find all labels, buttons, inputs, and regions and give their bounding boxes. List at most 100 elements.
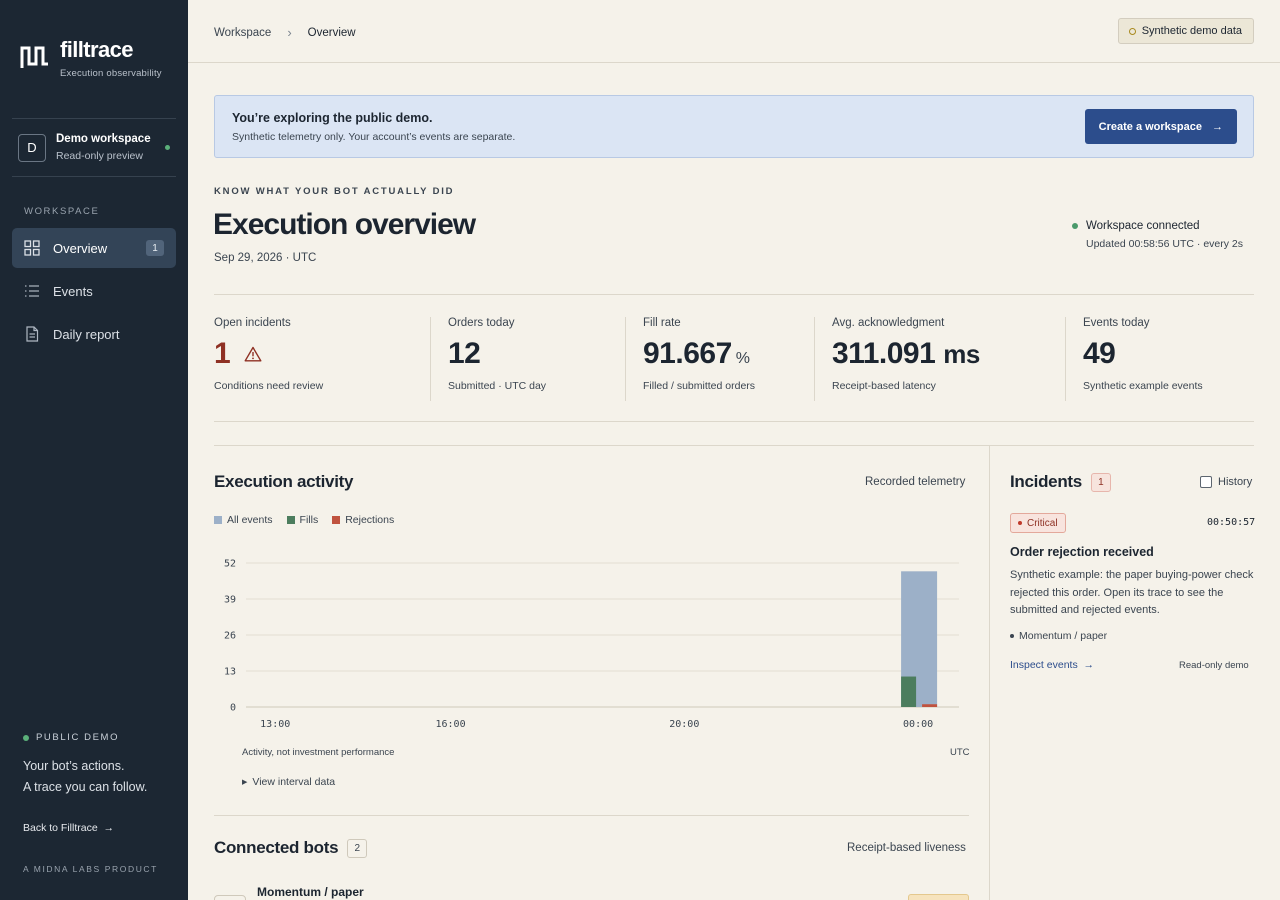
banner-text: Synthetic telemetry only. Your account’s…: [232, 131, 516, 143]
kpi-value: 91.667: [643, 337, 732, 370]
activity-chart[interactable]: 0 13 26 39 52 13:00 16:00 20:00 00:00: [214, 550, 974, 740]
view-interval-data-toggle[interactable]: ▶ View interval data: [242, 776, 335, 788]
interval-toggle-label: View interval data: [252, 776, 336, 788]
back-to-filltrace-link[interactable]: Back to Filltrace →: [23, 822, 114, 834]
kpi-caption: Synthetic example events: [1083, 380, 1203, 392]
create-workspace-label: Create a workspace: [1098, 120, 1202, 133]
x-tick-label: 16:00: [435, 719, 465, 730]
legend-swatch: [286, 516, 295, 524]
kpi-label: Orders today: [448, 317, 515, 329]
incidents-label: Incidents: [1010, 472, 1082, 491]
workspace-switcher[interactable]: D Demo workspace Read-only preview: [12, 118, 176, 177]
document-icon: [26, 326, 39, 342]
kpi-value: 311.091: [832, 337, 936, 370]
kpi-value: 1: [214, 337, 231, 370]
disclosure-triangle-icon: ▶: [242, 779, 248, 786]
bots-count-badge: 2: [347, 838, 368, 858]
sidebar-item-label: Events: [53, 283, 93, 299]
kpi-strip: Open incidents 1 Conditions need review …: [214, 294, 1254, 422]
incident-time: 00:50:57: [1207, 517, 1256, 528]
sidebar: filltrace Execution observability D Demo…: [0, 0, 188, 900]
workspace-avatar: D: [18, 133, 46, 162]
activity-title: Execution activity: [214, 472, 354, 491]
sidebar-item-badge: 1: [146, 240, 164, 256]
last-updated: Updated 00:58:56 UTC · every 2s: [1086, 238, 1243, 250]
x-tick-label: 20:00: [669, 719, 699, 730]
kpi-unit: %: [735, 350, 750, 367]
kpi-open-incidents[interactable]: Open incidents 1 Conditions need review: [214, 317, 323, 401]
public-demo-text: PUBLIC DEMO: [36, 732, 120, 743]
legend-label: Fills: [299, 514, 319, 526]
column-divider: [989, 445, 990, 900]
kpi-caption: Conditions need review: [214, 380, 324, 392]
back-link-label: Back to Filltrace: [23, 822, 98, 834]
read-only-note: Read-only demo: [1179, 660, 1249, 671]
product-credit: A MIDNA LABS PRODUCT: [23, 864, 158, 874]
kpi-value: 49: [1083, 337, 1116, 370]
severity-badge: Critical: [1010, 513, 1066, 533]
bullet-icon: [1010, 634, 1014, 638]
chart-legend: All events Fills Rejections: [214, 514, 408, 526]
kpi-divider: [430, 317, 431, 401]
legend-swatch: [332, 516, 341, 524]
chart-footnote: Activity, not investment performance: [242, 747, 395, 758]
breadcrumb-workspace[interactable]: Workspace: [214, 26, 272, 39]
brand-name: filltrace: [60, 37, 133, 62]
kpi-divider: [814, 317, 815, 401]
page-title: Execution overview: [213, 208, 476, 241]
bots-liveness-note: Receipt-based liveness: [847, 842, 966, 854]
history-checkbox[interactable]: History: [1200, 476, 1252, 488]
sidebar-item-overview[interactable]: Overview 1: [12, 228, 176, 268]
y-tick-label: 0: [230, 703, 236, 714]
incidents-title: Incidents 1: [1010, 472, 1111, 492]
bot-name[interactable]: Momentum / paper: [257, 885, 364, 899]
kpi-divider: [1065, 317, 1066, 401]
kpi-label: Events today: [1083, 317, 1150, 329]
warning-icon: [244, 346, 262, 362]
breadcrumb: Workspace › Overview: [214, 25, 356, 40]
sidebar-item-events[interactable]: Events: [12, 271, 176, 311]
kpi-divider: [625, 317, 626, 401]
legend-label: Rejections: [345, 514, 395, 526]
connected-bots-label: Connected bots: [214, 838, 339, 857]
breadcrumb-current: Overview: [307, 26, 356, 39]
incidents-count-badge: 1: [1090, 472, 1111, 492]
list-icon: [25, 285, 39, 297]
sidebar-item-daily-report[interactable]: Daily report: [12, 314, 176, 354]
chevron-right-icon: ›: [287, 25, 292, 40]
kpi-unit: ms: [943, 339, 980, 369]
inspect-events-link[interactable]: Inspect events →: [1010, 659, 1094, 671]
history-label: History: [1218, 476, 1253, 488]
chart-timezone: UTC: [950, 747, 970, 758]
brand-tagline: Execution observability: [60, 68, 162, 79]
legend-fills: Fills: [286, 514, 319, 526]
demo-banner: You’re exploring the public demo. Synthe…: [214, 95, 1254, 158]
kpi-avg-acknowledgment: Avg. acknowledgment 311.091 ms Receipt-b…: [832, 317, 980, 401]
y-tick-label: 39: [224, 595, 236, 606]
section-divider: [214, 445, 1254, 446]
brand[interactable]: filltrace Execution observability: [20, 38, 162, 79]
sidebar-section-label: WORKSPACE: [24, 206, 100, 217]
kpi-caption: Submitted · UTC day: [448, 380, 547, 392]
kpi-value: 12: [448, 337, 481, 370]
arrow-right-icon: →: [100, 822, 115, 834]
topbar: Workspace › Overview Synthetic demo data: [188, 0, 1280, 63]
checkbox-icon[interactable]: [1200, 476, 1212, 488]
kpi-label: Fill rate: [643, 317, 681, 329]
incident-bot-name: Momentum / paper: [1019, 630, 1108, 642]
incident-description: Synthetic example: the paper buying-powe…: [1010, 569, 1254, 616]
workspace-mode: Read-only preview: [56, 150, 143, 162]
legend-swatch: [214, 516, 222, 524]
create-workspace-button[interactable]: Create a workspace →: [1084, 109, 1237, 144]
kpi-orders-today: Orders today 12 Submitted · UTC day: [448, 317, 546, 401]
y-tick-label: 13: [224, 667, 236, 678]
y-tick-label: 52: [224, 559, 236, 570]
sidebar-tagline-line-2: A trace you can follow.: [23, 780, 148, 794]
incident-title: Order rejection received: [1010, 545, 1154, 559]
kpi-fill-rate: Fill rate 91.667 % Filled / submitted or…: [643, 317, 755, 401]
incident-bot: Momentum / paper: [1010, 630, 1107, 642]
severity-label: Critical: [1027, 517, 1058, 529]
kpi-caption: Filled / submitted orders: [643, 380, 756, 392]
banner-title: You’re exploring the public demo.: [232, 111, 433, 125]
connected-bots-title: Connected bots 2: [214, 838, 368, 858]
